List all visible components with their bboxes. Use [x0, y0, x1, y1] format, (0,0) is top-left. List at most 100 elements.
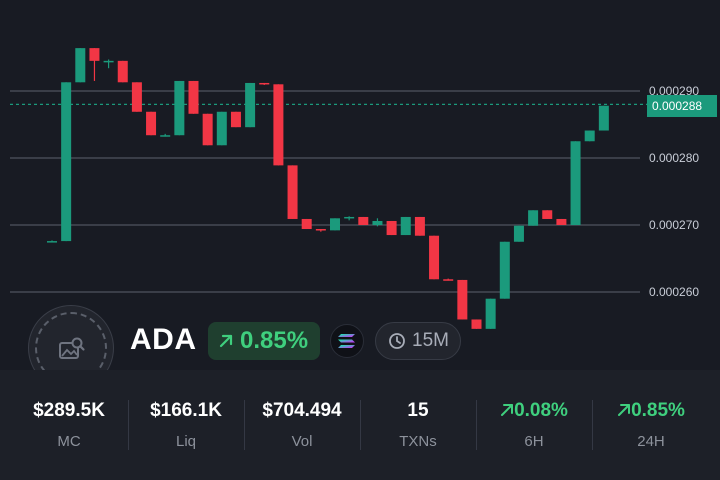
candle-body	[315, 229, 326, 231]
candle-body	[499, 241, 510, 299]
arrow-up-right-icon	[618, 404, 631, 416]
y-tick-label: 0.000260	[649, 285, 700, 299]
stat-change-6h: 0.08% 6H	[476, 400, 592, 460]
divider	[128, 400, 129, 450]
candle-body	[485, 298, 496, 329]
candle[interactable]	[372, 218, 383, 227]
candle-body	[457, 279, 468, 320]
candle-body	[245, 82, 256, 128]
candle[interactable]	[75, 48, 86, 83]
candle[interactable]	[259, 82, 270, 85]
candle[interactable]	[344, 216, 355, 221]
divider	[592, 400, 593, 450]
candle-body	[273, 84, 284, 166]
candle[interactable]	[216, 111, 227, 146]
candle[interactable]	[103, 59, 114, 69]
candle-body	[471, 319, 482, 329]
candle-body	[344, 216, 355, 219]
candle-body	[75, 48, 86, 83]
stat-volume: $704.494 Vol	[244, 400, 360, 460]
stat-value: $704.494	[262, 400, 342, 421]
candle[interactable]	[315, 229, 326, 232]
candle-body	[47, 241, 57, 243]
candle[interactable]	[287, 165, 298, 219]
candle[interactable]	[188, 80, 199, 114]
candle[interactable]	[414, 216, 425, 236]
candle-body	[131, 82, 142, 112]
candle-body	[584, 130, 595, 142]
y-tick-label: 0.000270	[649, 218, 700, 232]
candle[interactable]	[89, 48, 100, 81]
candle[interactable]	[528, 210, 539, 226]
candle[interactable]	[273, 84, 284, 166]
candle[interactable]	[570, 141, 581, 225]
stat-label: 24H	[637, 433, 665, 450]
candle[interactable]	[330, 218, 340, 231]
candle-body	[513, 225, 524, 242]
timeframe-label: 15M	[412, 330, 449, 351]
candle-body	[103, 60, 114, 63]
candle-body	[358, 216, 369, 225]
candle[interactable]	[230, 111, 241, 128]
stat-value: $289.5K	[33, 400, 105, 421]
candle-body	[443, 279, 454, 281]
stat-label: TXNs	[399, 433, 437, 450]
price-chart[interactable]: 0.000290 0.000280 0.000270 0.000260 0.00…	[0, 0, 720, 370]
candle[interactable]	[202, 113, 213, 146]
candle[interactable]	[301, 218, 312, 230]
candle-body	[216, 111, 227, 146]
candle[interactable]	[513, 225, 524, 242]
candle-body	[146, 111, 157, 136]
candle[interactable]	[443, 278, 454, 281]
stat-value: 15	[407, 400, 429, 421]
candle[interactable]	[584, 130, 595, 142]
candle-body	[188, 80, 199, 114]
candle[interactable]	[245, 82, 256, 128]
candle-body	[372, 220, 383, 225]
candle[interactable]	[160, 133, 171, 137]
candle[interactable]	[457, 279, 468, 320]
token-symbol: ADA	[130, 323, 197, 356]
candle-body	[528, 210, 539, 226]
candle[interactable]	[598, 105, 609, 131]
candle[interactable]	[146, 111, 157, 136]
candle[interactable]	[400, 216, 411, 236]
candle[interactable]	[117, 60, 128, 83]
candle[interactable]	[485, 298, 496, 329]
stat-value-text: 0.08%	[514, 400, 568, 421]
candle[interactable]	[61, 82, 72, 242]
current-price-tag: 0.000288	[647, 95, 717, 117]
candle-body	[89, 48, 100, 61]
candle[interactable]	[131, 82, 142, 112]
timeframe-selector[interactable]: 15M	[375, 322, 461, 360]
candle-body	[61, 82, 72, 242]
stat-label: 6H	[524, 433, 544, 450]
candle-body	[330, 218, 340, 231]
candle-body	[160, 135, 171, 137]
y-tick-label: 0.000290	[649, 84, 700, 98]
stat-value: 0.08%	[476, 400, 592, 424]
candle[interactable]	[47, 240, 57, 243]
candle-body	[414, 216, 425, 236]
candle[interactable]	[386, 220, 397, 236]
candle[interactable]	[358, 216, 369, 225]
candle-body	[429, 235, 440, 280]
candle[interactable]	[499, 241, 510, 299]
candlestick-chart[interactable]	[0, 0, 720, 370]
y-tick-label: 0.000280	[649, 151, 700, 165]
candle[interactable]	[174, 80, 185, 136]
stat-change-24h: 0.85% 24H	[592, 400, 710, 460]
candle-body	[386, 220, 397, 236]
price-change-value: 0.85%	[240, 327, 309, 354]
candle[interactable]	[429, 235, 440, 280]
arrow-up-right-icon	[501, 404, 514, 416]
candle[interactable]	[542, 210, 553, 219]
stat-liquidity: $166.1K Liq	[128, 400, 244, 460]
candle[interactable]	[556, 218, 567, 225]
candle-body	[287, 165, 298, 219]
stat-label: Liq	[175, 433, 197, 450]
candle[interactable]	[471, 319, 482, 329]
candle-body	[598, 105, 609, 131]
price-change-badge: 0.85%	[208, 322, 320, 360]
candle-body	[174, 80, 185, 136]
